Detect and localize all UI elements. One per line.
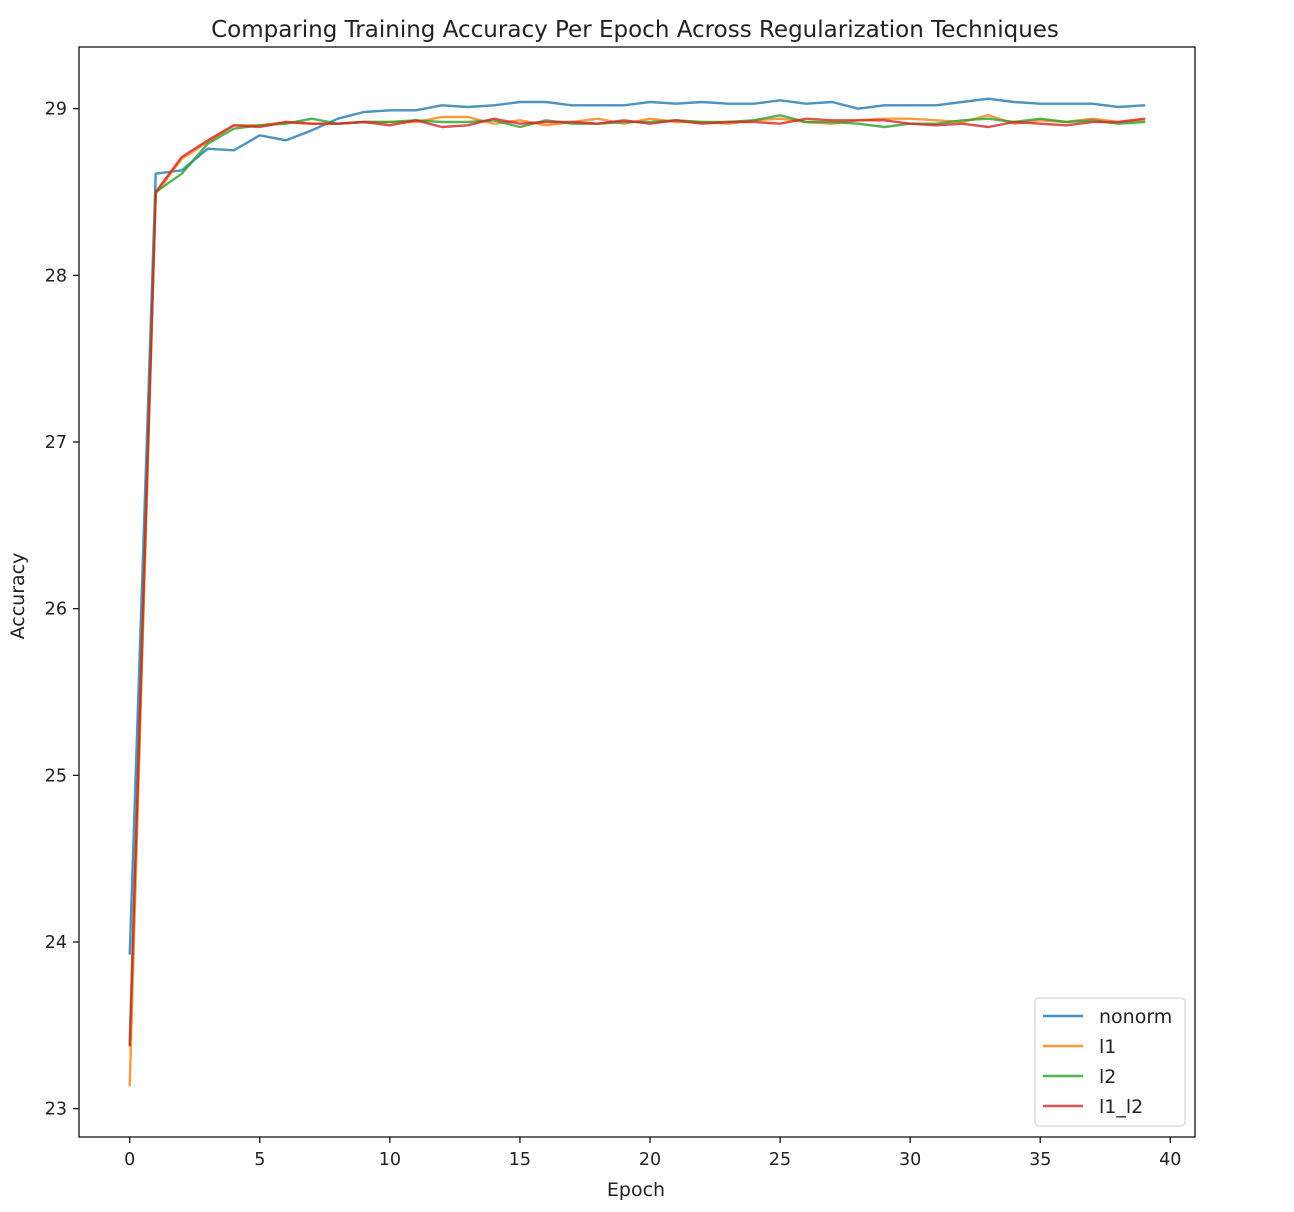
y-tick-label: 24 (45, 933, 67, 953)
legend-label: nonorm (1099, 1006, 1172, 1028)
y-tick-label: 25 (45, 766, 67, 786)
x-axis-label: Epoch (607, 1179, 665, 1201)
x-axis: 0 5 10 15 20 25 30 35 40 (124, 1137, 1181, 1170)
y-tick-label: 27 (45, 433, 67, 453)
y-tick-label: 26 (45, 600, 67, 620)
x-tick-label: 35 (1029, 1150, 1051, 1170)
y-axis-label: Accuracy (7, 553, 29, 640)
x-tick-label: 40 (1159, 1150, 1181, 1170)
x-tick-label: 25 (769, 1150, 791, 1170)
legend-label: l1_l2 (1099, 1096, 1143, 1118)
y-tick-label: 28 (45, 266, 67, 286)
y-tick-label: 29 (45, 100, 67, 120)
legend-label: l1 (1099, 1036, 1116, 1058)
x-tick-label: 20 (639, 1150, 661, 1170)
series-line-nonorm (128, 97, 1146, 955)
legend: nonorm l1 l2 l1_l2 (1034, 997, 1186, 1127)
x-tick-label: 0 (124, 1150, 135, 1170)
y-axis: 23 24 25 26 27 28 29 (45, 100, 79, 1120)
legend-frame (1034, 997, 1186, 1127)
axes-frame (78, 46, 1196, 1138)
legend-label: l2 (1099, 1066, 1116, 1088)
x-tick-label: 5 (254, 1150, 265, 1170)
x-tick-label: 30 (899, 1150, 921, 1170)
x-tick-label: 15 (509, 1150, 531, 1170)
x-tick-label: 10 (379, 1150, 401, 1170)
plot-area (128, 97, 1146, 1087)
series-line-l1-l2 (128, 117, 1146, 1047)
y-tick-label: 23 (45, 1100, 67, 1120)
chart-title: Comparing Training Accuracy Per Epoch Ac… (211, 17, 1059, 43)
